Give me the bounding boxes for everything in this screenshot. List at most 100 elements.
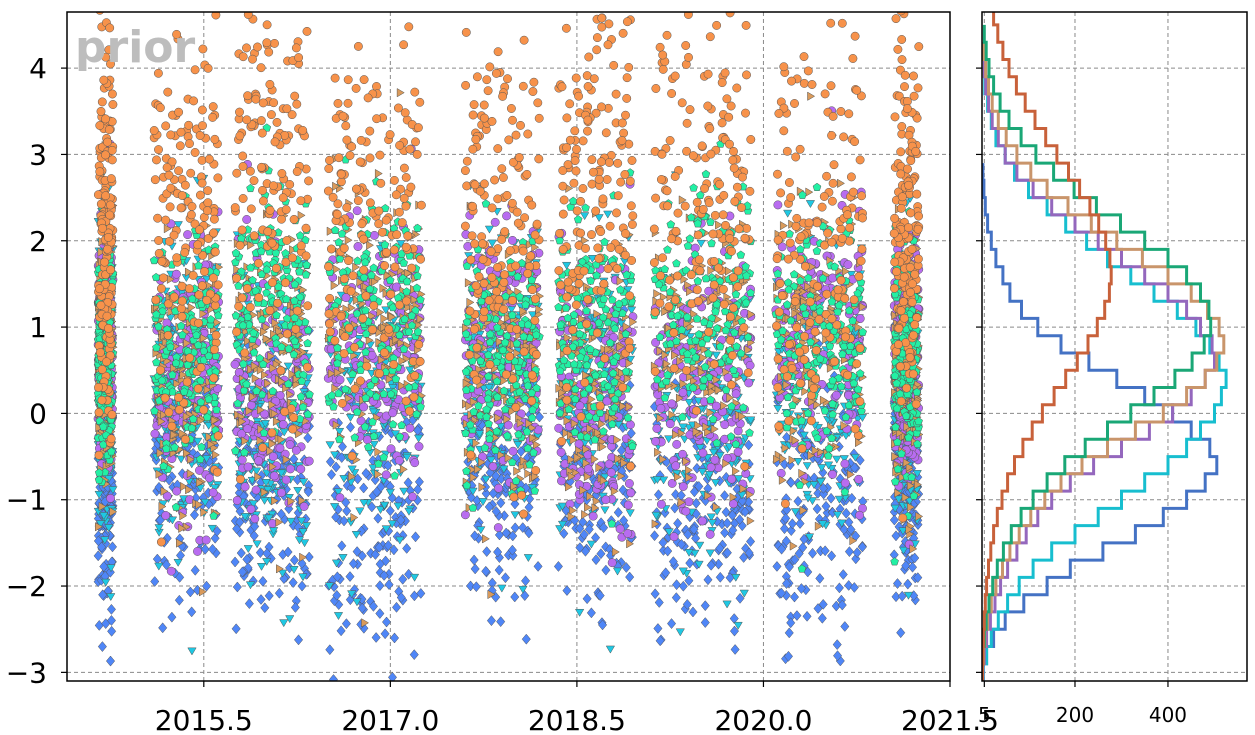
data-point bbox=[691, 532, 701, 544]
data-point bbox=[337, 441, 347, 453]
data-point bbox=[668, 556, 678, 568]
data-point bbox=[466, 580, 476, 592]
data-point bbox=[625, 509, 635, 518]
data-point bbox=[171, 269, 181, 279]
data-point bbox=[852, 547, 862, 558]
data-point bbox=[651, 436, 661, 446]
data-point bbox=[409, 573, 420, 582]
data-point bbox=[460, 510, 470, 520]
data-point bbox=[678, 567, 688, 576]
data-point bbox=[847, 492, 857, 504]
data-point bbox=[710, 455, 720, 465]
data-point bbox=[561, 261, 572, 270]
data-point bbox=[744, 378, 754, 388]
data-point bbox=[367, 501, 377, 513]
data-point bbox=[591, 532, 601, 544]
data-point bbox=[837, 519, 847, 528]
data-point bbox=[606, 468, 616, 478]
data-point bbox=[557, 520, 568, 529]
data-point bbox=[598, 619, 608, 631]
data-point bbox=[779, 523, 790, 535]
data-point bbox=[669, 532, 679, 542]
data-point bbox=[695, 541, 705, 550]
data-point bbox=[332, 589, 342, 601]
data-point bbox=[399, 487, 409, 496]
data-point bbox=[339, 475, 349, 484]
data-point bbox=[285, 615, 295, 624]
data-point bbox=[255, 547, 265, 559]
data-point bbox=[698, 448, 708, 458]
data-point bbox=[828, 469, 837, 479]
data-point bbox=[494, 564, 504, 576]
data-point bbox=[817, 612, 827, 624]
data-point bbox=[678, 580, 688, 592]
data-point bbox=[691, 497, 701, 509]
data-point bbox=[533, 560, 543, 572]
data-point bbox=[586, 607, 596, 619]
data-point bbox=[342, 505, 352, 517]
data-point bbox=[408, 492, 417, 502]
data-point bbox=[267, 510, 277, 519]
data-point bbox=[359, 482, 369, 494]
data-point bbox=[299, 502, 309, 511]
data-point bbox=[345, 594, 355, 606]
data-point bbox=[388, 408, 398, 418]
data-point bbox=[347, 590, 357, 599]
data-point bbox=[832, 455, 842, 464]
data-point bbox=[799, 533, 809, 545]
data-point bbox=[735, 592, 745, 604]
data-point bbox=[385, 488, 395, 497]
data-point bbox=[855, 510, 865, 520]
scatter-plot: prior 2015.5 2017.0 2018.5 2020.0 2021.5 −3−… bbox=[6, 11, 999, 735]
data-point bbox=[202, 580, 212, 592]
data-point bbox=[375, 506, 386, 515]
data-point bbox=[786, 617, 796, 629]
data-point bbox=[347, 465, 357, 474]
data-point bbox=[335, 375, 345, 385]
data-point bbox=[682, 598, 692, 610]
data-point bbox=[243, 545, 253, 554]
data-point bbox=[284, 503, 294, 515]
data-point bbox=[656, 403, 666, 413]
data-point bbox=[744, 547, 754, 559]
data-point bbox=[510, 591, 520, 603]
data-point bbox=[831, 390, 841, 400]
data-point bbox=[200, 543, 210, 555]
data-point bbox=[773, 200, 783, 210]
data-point bbox=[236, 547, 246, 559]
data-point bbox=[379, 570, 389, 581]
data-point bbox=[826, 492, 836, 504]
data-point bbox=[304, 551, 314, 563]
data-point bbox=[584, 523, 594, 535]
data-point bbox=[737, 495, 747, 507]
data-point bbox=[834, 582, 844, 594]
data-point bbox=[652, 476, 663, 485]
data-point bbox=[784, 627, 794, 639]
data-point bbox=[841, 507, 851, 519]
data-point bbox=[383, 460, 393, 471]
data-point bbox=[817, 464, 827, 473]
data-point bbox=[173, 221, 183, 230]
data-point bbox=[792, 610, 802, 621]
data-point bbox=[174, 594, 184, 606]
data-point bbox=[185, 586, 195, 598]
data-point bbox=[230, 359, 240, 369]
data-point bbox=[654, 597, 664, 608]
data-point bbox=[625, 420, 635, 430]
data-point bbox=[697, 468, 708, 477]
data-point bbox=[521, 482, 531, 494]
data-point bbox=[528, 311, 538, 320]
data-point bbox=[901, 560, 911, 572]
data-point bbox=[484, 501, 494, 513]
data-point bbox=[662, 522, 672, 534]
data-point bbox=[828, 507, 838, 518]
data-point bbox=[656, 499, 666, 509]
data-point bbox=[559, 528, 569, 539]
data-point bbox=[739, 589, 749, 598]
data-point bbox=[685, 557, 695, 569]
data-point bbox=[840, 478, 850, 488]
data-point bbox=[402, 453, 412, 462]
data-point bbox=[684, 575, 694, 587]
data-point bbox=[99, 561, 109, 572]
